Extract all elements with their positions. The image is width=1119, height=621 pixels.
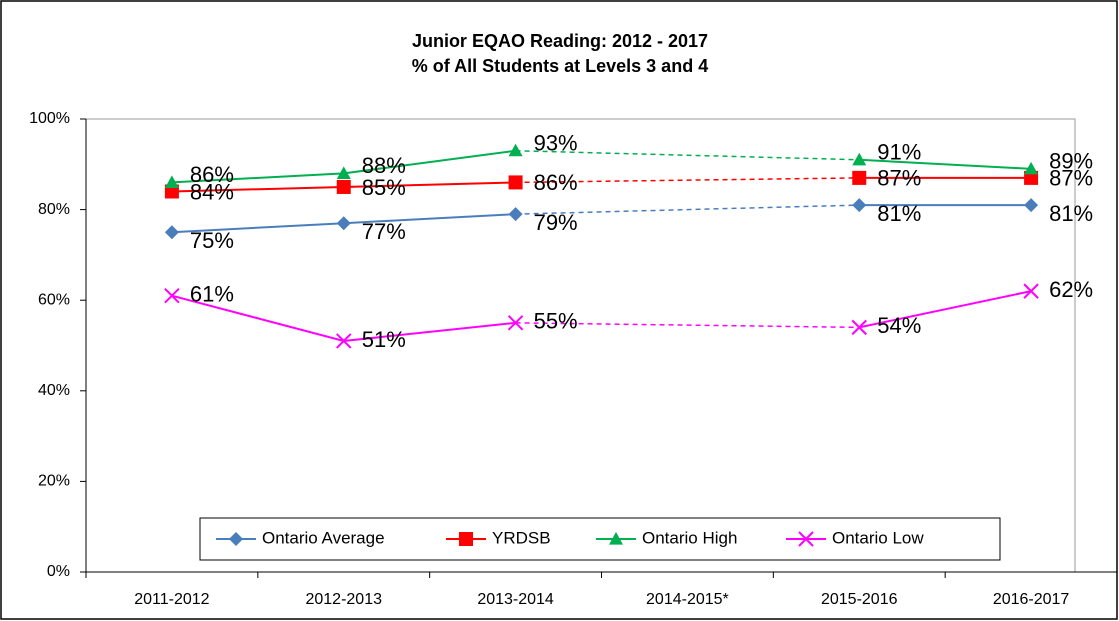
y-tick-label: 0%	[47, 563, 70, 580]
data-label: 93%	[534, 131, 578, 156]
legend-label: Ontario Average	[262, 528, 385, 547]
data-label: 54%	[877, 313, 921, 338]
point	[336, 333, 352, 349]
gap-bridge	[515, 149, 860, 161]
data-label: 88%	[362, 153, 406, 178]
x-tick-label: 2015-2016	[821, 591, 898, 608]
gap-bridge	[515, 322, 860, 329]
gap-bridge	[515, 204, 860, 215]
x-tick-label: 2016-2017	[993, 591, 1070, 608]
x-tick-label: 2011-2012	[134, 591, 209, 608]
data-label: 85%	[362, 175, 406, 200]
y-tick-label: 100%	[29, 110, 70, 127]
legend-label: Ontario High	[642, 528, 737, 547]
point	[508, 143, 523, 157]
point	[852, 170, 867, 185]
point	[336, 216, 351, 231]
x-tick-label: 2013-2014	[477, 591, 554, 608]
point	[852, 198, 867, 213]
series-line	[859, 290, 1032, 329]
data-label: 75%	[190, 228, 234, 253]
data-label: 84%	[190, 179, 234, 204]
legend-marker	[229, 532, 243, 546]
point	[507, 315, 524, 331]
chart-subtitle: % of All Students at Levels 3 and 4	[412, 56, 708, 76]
gap-bridge	[515, 177, 860, 184]
point	[508, 175, 523, 190]
data-label: 87%	[1049, 166, 1093, 191]
data-label: 55%	[534, 309, 578, 334]
y-tick-label: 20%	[38, 473, 70, 490]
point	[164, 175, 179, 189]
point	[164, 287, 180, 304]
legend-label: YRDSB	[492, 528, 551, 547]
point	[336, 179, 351, 194]
legend-marker	[459, 532, 473, 546]
x-tick-label: 2014-2015*	[646, 591, 729, 608]
point	[164, 225, 179, 240]
data-label: 77%	[362, 219, 406, 244]
point	[1024, 198, 1039, 213]
data-label: 89%	[1049, 149, 1093, 174]
data-label: 51%	[362, 327, 406, 352]
x-tick-label: 2012-2013	[305, 591, 382, 608]
data-label: 81%	[877, 201, 921, 226]
data-label: 87%	[877, 166, 921, 191]
y-tick-label: 80%	[38, 201, 70, 218]
point	[1024, 161, 1039, 175]
data-label: 86%	[534, 170, 578, 195]
series-line	[859, 158, 1032, 170]
legend-label: Ontario Low	[832, 528, 924, 547]
data-label: 81%	[1049, 201, 1093, 226]
y-tick-label: 40%	[38, 382, 70, 399]
data-label: 91%	[877, 140, 921, 165]
point	[852, 152, 867, 166]
legend-marker	[609, 532, 623, 545]
point	[1023, 283, 1039, 299]
chart-title: Junior EQAO Reading: 2012 - 2017	[412, 31, 708, 51]
data-label: 86%	[190, 162, 234, 187]
data-label: 62%	[1049, 277, 1093, 302]
point	[851, 319, 867, 336]
data-label: 61%	[190, 281, 234, 306]
y-tick-label: 60%	[38, 291, 70, 308]
point	[336, 166, 351, 179]
point	[508, 207, 523, 222]
legend-marker	[798, 531, 814, 547]
data-label: 79%	[534, 210, 578, 235]
